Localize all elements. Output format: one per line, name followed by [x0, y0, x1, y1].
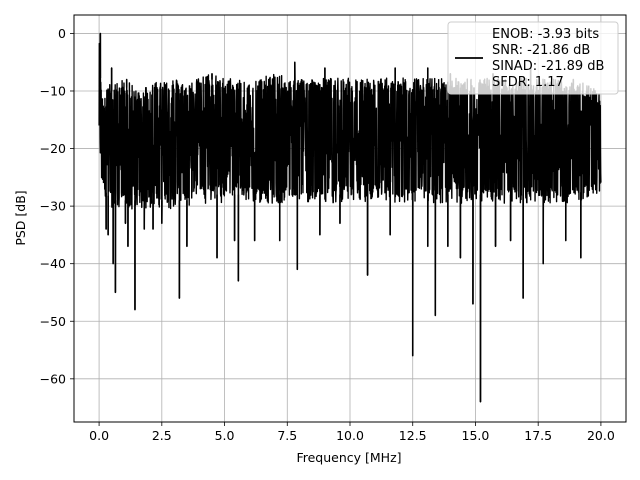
y-axis-label: PSD [dB]	[13, 190, 28, 245]
legend-entry-sfdr: SFDR: 1.17	[492, 75, 564, 90]
y-tick-label: −20	[40, 141, 66, 156]
axis-ticks: 0.0 2.5 5.0 7.5 10.0 12.5 15.0 17.5 20.0 0 −10 −20 −…	[40, 26, 615, 443]
x-tick-label: 20.0	[587, 428, 615, 443]
x-tick-label: 12.5	[399, 428, 427, 443]
y-tick-label: −30	[40, 199, 66, 214]
legend: ENOB: -3.93 bits SNR: -21.86 dB SINAD: -…	[447, 21, 619, 95]
x-axis-label: Frequency [MHz]	[296, 450, 401, 465]
x-tick-label: 2.5	[152, 428, 172, 443]
legend-entry-enob: ENOB: -3.93 bits	[492, 27, 599, 42]
psd-trace	[98, 32, 602, 403]
psd-series	[98, 32, 602, 403]
x-tick-label: 5.0	[215, 428, 235, 443]
y-tick-label: −10	[40, 83, 66, 98]
y-tick-label: −60	[40, 371, 66, 386]
x-tick-label: 15.0	[462, 428, 490, 443]
y-tick-label: −40	[40, 256, 66, 271]
x-tick-label: 0.0	[89, 428, 109, 443]
legend-entry-sinad: SINAD: -21.89 dB	[492, 59, 604, 74]
x-tick-label: 10.0	[336, 428, 364, 443]
legend-box	[447, 21, 619, 95]
x-tick-label: 7.5	[277, 428, 297, 443]
legend-entry-snr: SNR: -21.86 dB	[492, 43, 590, 58]
y-tick-label: 0	[58, 26, 66, 41]
y-tick-label: −50	[40, 314, 66, 329]
x-tick-label: 17.5	[524, 428, 552, 443]
